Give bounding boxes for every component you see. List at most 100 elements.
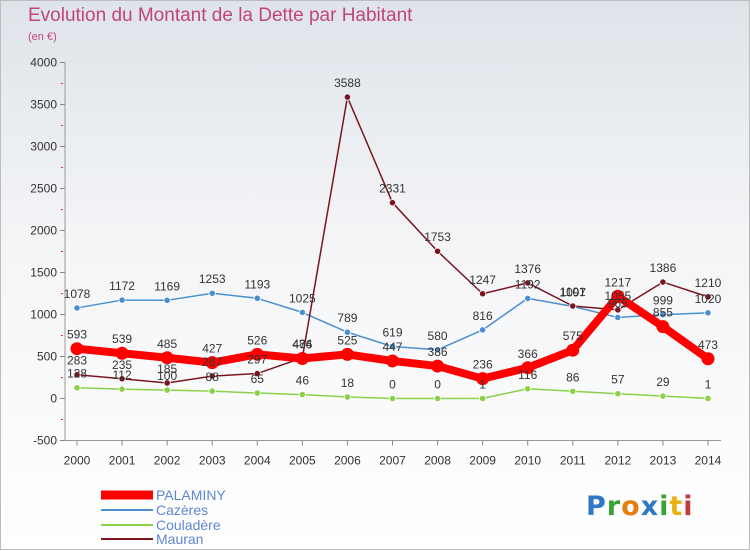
data-point-cazeres: [433, 346, 442, 354]
logo-letter: r: [606, 491, 622, 522]
data-point-palaminy: [385, 354, 399, 368]
data-label-couladere: 57: [611, 373, 625, 387]
legend-item-couladere[interactable]: Couladère: [101, 518, 221, 532]
data-point-cazeres: [524, 294, 532, 302]
data-label-cazeres: 1253: [199, 272, 226, 286]
data-point-mauran: [73, 371, 81, 379]
x-tick-label: 2013: [650, 454, 677, 468]
y-tick-label: 2000: [30, 224, 57, 238]
y-tick-label: 2500: [30, 182, 57, 196]
x-tick-label: 2012: [604, 454, 631, 468]
data-label-palaminy: 575: [563, 329, 583, 343]
data-label-palaminy: 539: [112, 332, 132, 346]
legend-item-mauran[interactable]: Mauran: [101, 532, 203, 546]
data-point-mauran: [704, 293, 712, 301]
x-tick-label: 2006: [334, 454, 361, 468]
data-point-cazeres: [659, 310, 667, 319]
x-tick-label: 2007: [379, 454, 406, 468]
data-label-couladere: 29: [656, 375, 670, 389]
chart-title: Evolution du Montant de la Dette par Hab…: [28, 5, 413, 26]
data-label-mauran: 297: [247, 353, 267, 367]
data-point-mauran: [388, 199, 397, 207]
data-point-couladere: [614, 390, 622, 398]
data-point-mauran: [524, 279, 532, 287]
data-label-cazeres: 1025: [289, 291, 316, 305]
data-label-couladere: 116: [518, 368, 537, 382]
data-label-couladere: 18: [341, 376, 355, 390]
data-point-palaminy: [656, 320, 670, 334]
data-label-palaminy: 473: [698, 338, 718, 352]
proxiti-logo: Proxiti: [586, 491, 694, 522]
data-label-couladere: 100: [157, 369, 177, 383]
data-point-couladere: [569, 387, 577, 395]
data-label-cazeres: 789: [337, 311, 357, 325]
y-tick-label: 0: [50, 392, 57, 406]
x-tick-label: 2014: [695, 454, 722, 468]
data-point-palaminy: [115, 346, 129, 360]
data-label-couladere: 1: [705, 377, 712, 391]
data-label-palaminy: 855: [653, 306, 673, 320]
data-label-mauran: 1753: [424, 230, 451, 244]
data-label-couladere: 1: [479, 377, 486, 391]
data-label-palaminy: 476: [292, 338, 312, 352]
data-point-palaminy: [205, 356, 219, 370]
data-point-couladere: [704, 394, 712, 403]
data-point-cazeres: [73, 304, 81, 312]
data-label-mauran: 1386: [650, 261, 677, 275]
data-label-mauran: 1101: [560, 285, 586, 299]
data-point-mauran: [343, 93, 352, 101]
y-tick-label: 1500: [30, 266, 57, 280]
x-tick-label: 2010: [514, 454, 541, 468]
logo-letter: i: [659, 491, 670, 522]
data-point-palaminy: [250, 347, 264, 361]
data-point-palaminy: [295, 352, 309, 366]
data-label-palaminy: 366: [518, 347, 538, 361]
data-point-cazeres: [388, 342, 397, 351]
legend-swatch-couladere: [101, 524, 153, 526]
data-point-cazeres: [704, 309, 712, 317]
data-point-cazeres: [253, 294, 261, 302]
data-point-palaminy: [566, 343, 580, 357]
y-tick-label: 1000: [30, 308, 57, 322]
data-label-mauran: 1210: [695, 276, 722, 290]
data-point-mauran: [253, 369, 261, 378]
data-label-cazeres: 1169: [154, 279, 180, 293]
data-point-mauran: [569, 302, 577, 310]
legend-label-palaminy: PALAMINY: [156, 487, 226, 503]
logo-letter: x: [640, 491, 660, 522]
data-label-palaminy: 525: [337, 333, 357, 347]
data-label-palaminy: 236: [473, 358, 493, 372]
y-tick-label: 3000: [30, 140, 57, 154]
data-label-couladere: 0: [389, 378, 396, 392]
logo-letter: o: [621, 491, 641, 522]
data-label-couladere: 112: [112, 368, 131, 382]
data-point-palaminy: [476, 372, 490, 386]
data-point-couladere: [659, 392, 667, 400]
legend-item-cazeres[interactable]: Cazères: [101, 503, 208, 517]
data-label-mauran: 3588: [334, 76, 361, 90]
y-tick-label: 500: [37, 350, 57, 364]
legend-item-palaminy[interactable]: PALAMINY: [101, 488, 226, 502]
data-label-couladere: 86: [566, 370, 580, 384]
logo-letter: t: [669, 491, 684, 522]
x-tick-label: 2002: [154, 454, 181, 468]
data-point-couladere: [524, 385, 532, 393]
data-point-cazeres: [479, 326, 487, 334]
data-point-couladere: [343, 393, 352, 401]
data-point-palaminy: [701, 352, 715, 366]
data-label-mauran: 484: [292, 337, 312, 351]
data-label-palaminy: 386: [428, 345, 448, 359]
data-point-mauran: [163, 379, 171, 387]
data-label-cazeres: 619: [382, 326, 402, 340]
data-point-couladere: [253, 389, 261, 397]
data-label-mauran: 1055: [604, 289, 631, 303]
data-label-mauran: 267: [202, 355, 222, 369]
data-label-palaminy: 427: [202, 342, 222, 356]
data-point-palaminy: [431, 359, 445, 373]
data-label-palaminy: 526: [247, 333, 267, 347]
data-label-mauran: 1376: [514, 262, 541, 276]
data-label-cazeres: 1193: [244, 277, 270, 291]
legend-label-couladere: Couladère: [156, 517, 221, 533]
data-label-mauran: 1247: [469, 273, 496, 287]
